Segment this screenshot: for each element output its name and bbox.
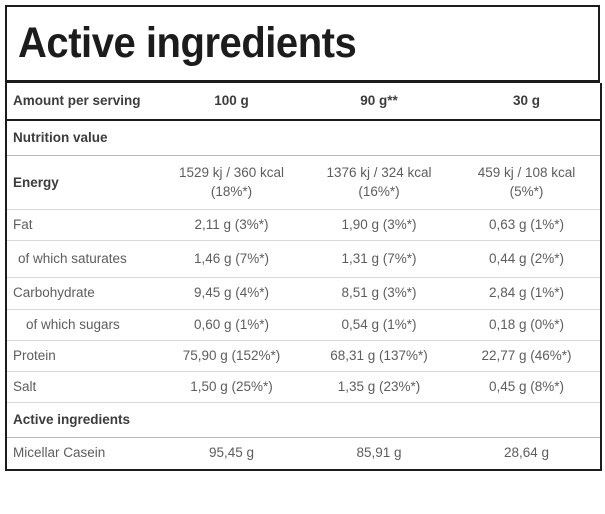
section-spacer-1 [158,120,305,157]
row-label: Fat [6,209,158,242]
table-header-row: Amount per serving 100 g 90 g** 30 g [6,83,601,122]
row-value-100g: 95,45 g [208,445,255,461]
row-value-90g: 8,51 g (3%*) [305,277,453,310]
column-header-amount-per-serving: Amount per serving [6,83,158,122]
row-value-90g: 68,31 g (137%*) [305,340,453,372]
column-header-30g: 30 g [453,83,601,122]
row-value-100g: 0,60 g (1%*) [158,309,305,341]
row-label: of which sugars [6,309,158,341]
row-value-30g: 459 kj / 108 kcal (5%*) [453,155,601,210]
row-value-100g: 1,46 g (7%*) [158,240,305,279]
section-spacer-3 [453,402,601,439]
section-title: Nutrition value [6,120,158,157]
row-value-90g: 1,35 g (23%*) [305,371,453,404]
row-label: Carbohydrate [6,277,158,310]
row-value-90g: 1,90 g (3%*) [305,209,453,242]
row-value-30g: 0,44 g (2%*) [453,240,601,279]
section-header-nutrition-value: Nutrition value [6,120,601,157]
row-value-30g: 0,45 g (8%*) [453,371,601,404]
value-line-2: (16%*) [358,183,400,199]
row-label: Salt [6,371,158,404]
value-line-2: (18%*) [210,183,253,199]
value-line-1: 459 kj / 108 kcal [477,165,576,181]
section-title: Active ingredients [6,402,158,439]
value-line-2: (5%*) [509,183,544,199]
column-header-100g: 100 g [158,83,305,122]
row-label: Protein [6,340,158,372]
table-row-micellar-casein: Micellar Casein 95,45 g 85,91 g 28,64 g [6,438,601,470]
table-row-protein: Protein 75,90 g (152%*) 68,31 g (137%*) … [6,340,601,372]
row-value-30g: 28,64 g [503,445,550,461]
panel-title-block: Active ingredients [5,5,600,83]
row-value-100g: 1,50 g (25%*) [158,371,305,404]
page-title: Active ingredients [18,19,357,67]
table-row-of-which-sugars: of which sugars 0,60 g (1%*) 0,54 g (1%*… [6,309,601,341]
row-value-30g: 22,77 g (46%*) [453,340,601,372]
table-row-fat: Fat 2,11 g (3%*) 1,90 g (3%*) 0,63 g (1%… [6,209,601,242]
row-label: of which saturates [6,240,158,279]
row-label: Energy [6,155,158,210]
table-row-carbohydrate: Carbohydrate 9,45 g (4%*) 8,51 g (3%*) 2… [6,277,601,310]
value-line-1: 1376 kj / 324 kcal [326,165,432,181]
section-spacer-2 [305,402,453,439]
section-spacer-3 [453,120,601,157]
row-value-100g: 1529 kj / 360 kcal (18%*) [158,155,305,210]
row-label: Micellar Casein [13,445,106,461]
table-row-salt: Salt 1,50 g (25%*) 1,35 g (23%*) 0,45 g … [6,371,601,404]
row-value-90g: 1376 kj / 324 kcal (16%*) [305,155,453,210]
row-value-90g: 1,31 g (7%*) [305,240,453,279]
row-value-90g: 0,54 g (1%*) [305,309,453,341]
row-value-90g: 85,91 g [356,445,402,461]
table-row-of-which-saturates: of which saturates 1,46 g (7%*) 1,31 g (… [6,240,601,279]
row-value-30g: 0,63 g (1%*) [453,209,601,242]
column-header-90g: 90 g** [305,83,453,122]
value-line-1: 1529 kj / 360 kcal [178,165,285,181]
row-value-100g: 2,11 g (3%*) [158,209,305,242]
row-value-30g: 0,18 g (0%*) [453,309,601,341]
row-value-100g: 75,90 g (152%*) [158,340,305,372]
row-value-100g: 9,45 g (4%*) [158,277,305,310]
nutrition-table: Amount per serving 100 g 90 g** 30 g Nut… [5,83,602,471]
table-row-energy: Energy 1529 kj / 360 kcal (18%*) 1376 kj… [6,155,601,210]
nutrition-panel: Active ingredients Amount per serving 10… [5,5,602,471]
section-spacer-2 [305,120,453,157]
section-spacer-1 [158,402,305,439]
section-header-active-ingredients: Active ingredients [6,402,601,439]
row-value-30g: 2,84 g (1%*) [453,277,601,310]
